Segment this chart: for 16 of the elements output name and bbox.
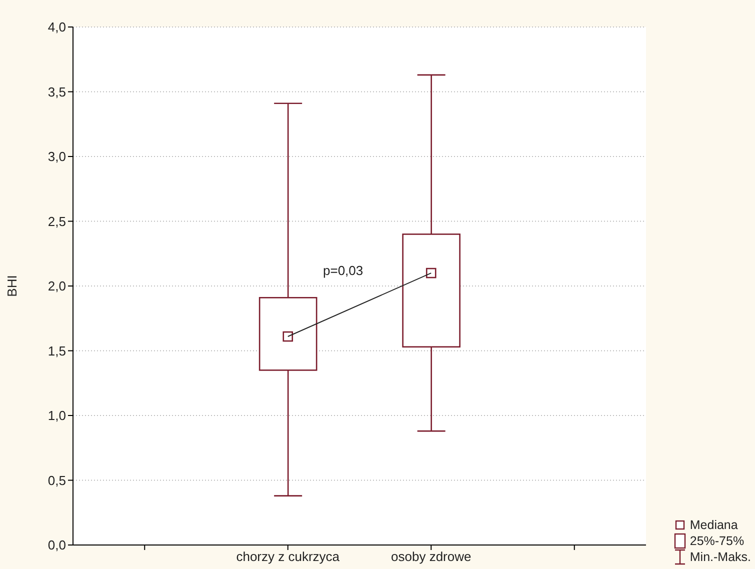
y-tick-label: 2,0 [48, 278, 66, 294]
text: Mediana [690, 517, 738, 533]
y-axis-title: BHI [4, 275, 20, 297]
annotation: p=0,03 [323, 263, 364, 278]
y-tick-label: 0,0 [48, 538, 66, 553]
text: Min.-Maks. [690, 549, 751, 565]
y-tick-label: 1,0 [48, 408, 66, 424]
y-tick-label: 3,0 [48, 149, 66, 164]
x-tick-label: chorzy z cukrzyca [236, 549, 340, 564]
y-tick-label: 4,0 [48, 20, 66, 35]
y-tick-label: 1,5 [48, 343, 66, 358]
y-tick-label: 2,5 [48, 214, 66, 229]
text: 25%-75% [690, 533, 744, 549]
x-tick-label: osoby zdrowe [391, 549, 472, 564]
y-tick-label: 3,5 [48, 84, 66, 100]
y-tick-label: 0,5 [48, 472, 66, 488]
